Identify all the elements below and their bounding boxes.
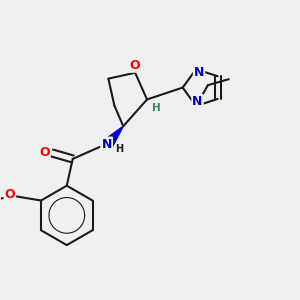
Text: N: N xyxy=(192,95,203,108)
Text: O: O xyxy=(130,59,140,72)
Text: H: H xyxy=(152,103,160,113)
Text: N: N xyxy=(194,66,204,79)
Text: H: H xyxy=(115,143,123,154)
Text: O: O xyxy=(39,146,50,160)
Text: N: N xyxy=(102,138,112,151)
Text: O: O xyxy=(4,188,15,201)
Polygon shape xyxy=(104,126,123,147)
